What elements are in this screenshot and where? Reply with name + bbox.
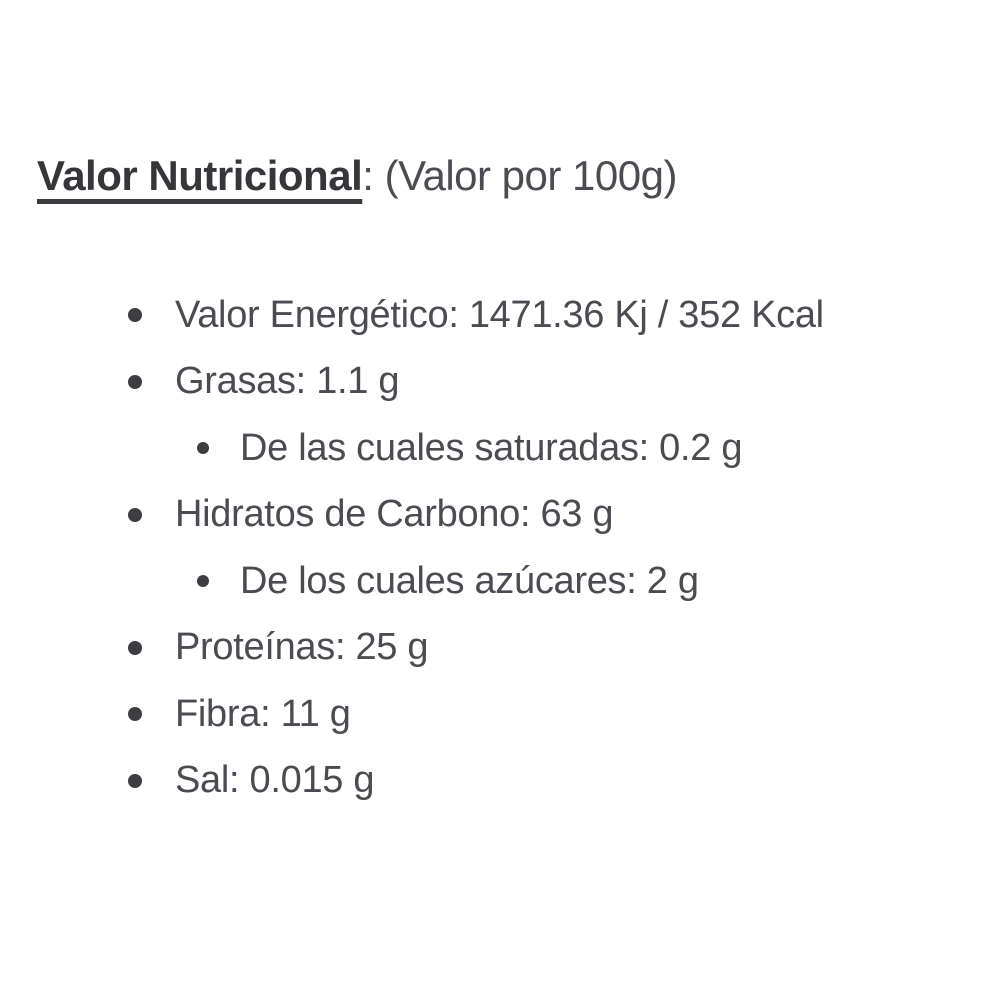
list-item-label: Valor Energético: 1471.36 Kj / 352 Kcal [175,293,824,336]
title-suffix: : (Valor por 100g) [362,152,677,199]
bullet-icon [128,507,142,522]
bullet-icon [197,575,209,588]
list-item-label: Sal: 0.015 g [175,759,375,802]
list-item-fibra: Fibra: 11 g [0,681,1000,748]
list-item-label: De los cuales azúcares: 2 g [240,559,699,602]
list-item-valor-energetico: Valor Energético: 1471.36 Kj / 352 Kcal [0,282,1000,349]
bullet-icon [197,442,209,455]
bullet-icon [128,640,142,655]
nutrition-list: Valor Energético: 1471.36 Kj / 352 Kcal … [0,282,1000,814]
list-item-azucares: De los cuales azúcares: 2 g [0,548,1000,615]
list-item-label: Fibra: 11 g [175,692,351,735]
list-item-label: De las cuales saturadas: 0.2 g [240,426,743,469]
bullet-icon [128,374,142,389]
bullet-icon [128,308,142,323]
bullet-icon [128,773,142,788]
list-item-proteinas: Proteínas: 25 g [0,615,1000,682]
list-item-label: Proteínas: 25 g [175,626,429,669]
list-item-hidratos: Hidratos de Carbono: 63 g [0,482,1000,549]
list-item-saturadas: De las cuales saturadas: 0.2 g [0,415,1000,482]
list-item-label: Hidratos de Carbono: 63 g [175,493,614,536]
title-bold-underlined: Valor Nutricional [37,152,363,199]
list-item-sal: Sal: 0.015 g [0,748,1000,815]
list-item-grasas: Grasas: 1.1 g [0,349,1000,416]
list-item-label: Grasas: 1.1 g [175,360,400,403]
page-title: Valor Nutricional: (Valor por 100g) [37,152,677,200]
bullet-icon [128,707,142,722]
